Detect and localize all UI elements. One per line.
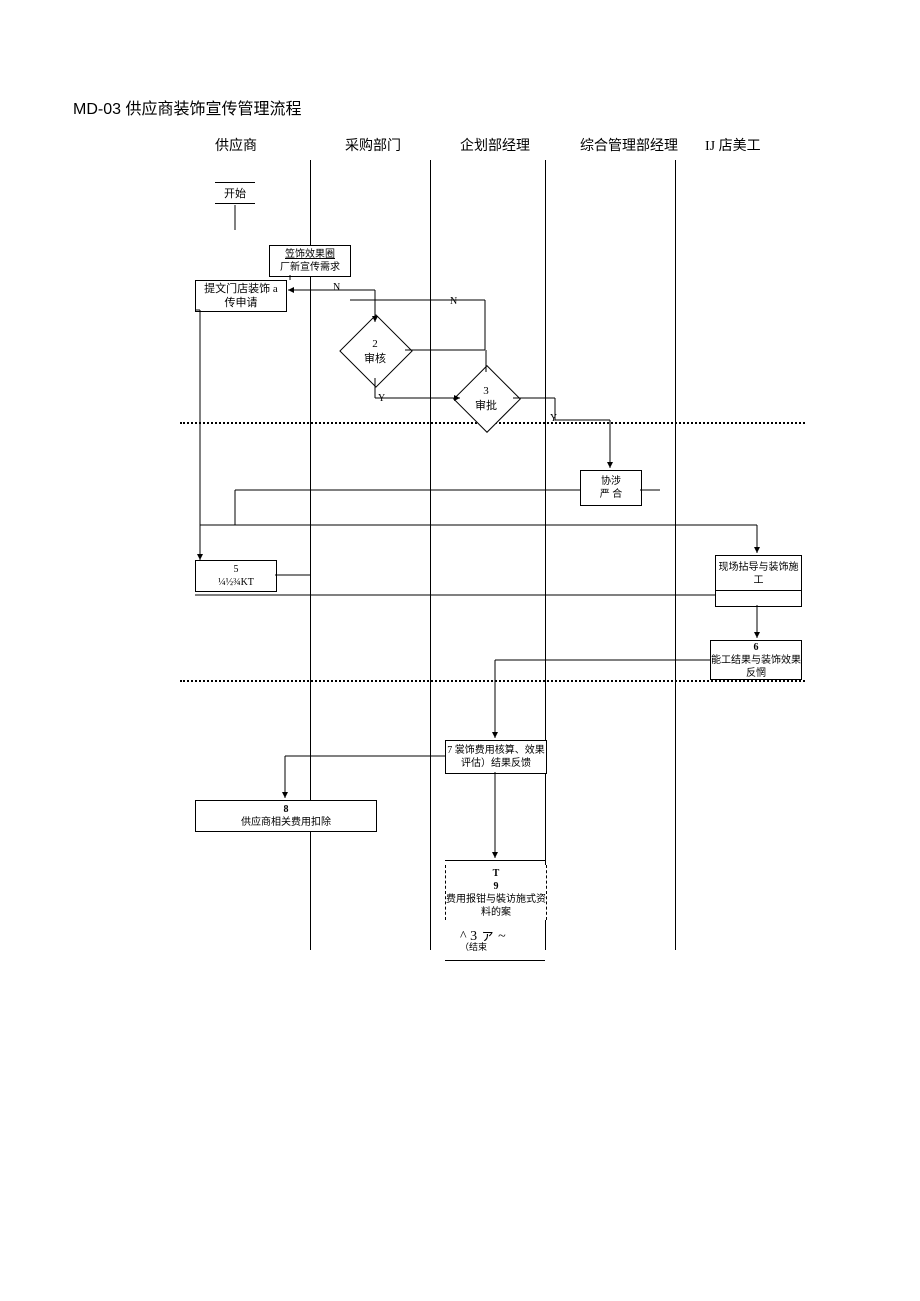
node-4-b: 严 合 [600,488,623,501]
col-header-planning: 企划部经理 [460,135,530,155]
node-5-num: 5 [234,563,239,576]
node-9-num: 9 [494,880,499,893]
node-8-num: 8 [284,803,289,816]
col-header-store-art: IJ 店美工 [705,135,761,155]
lane-line-3 [545,160,546,950]
node-4-a: 协涉 [601,475,621,488]
node-1-top-a: 笠饰效果圈 [285,248,335,261]
node-9-topline [445,860,545,861]
node-4: 协涉 严 合 [580,470,642,506]
node-1: 提文门店装饰 a 传申请 [195,280,287,312]
start-label: 开始 [224,187,246,201]
start-top-line [215,182,255,183]
node-1-top-b: 厂新宣传需求 [280,261,340,274]
lane-line-4 [675,160,676,950]
node-5r-sub [715,590,802,607]
node-5: 5 ¼½¾KT [195,560,277,592]
label-n-2: N [450,296,457,307]
dash-line-2 [180,680,805,682]
node-9-botline [445,960,545,961]
node-6-num: 6 [754,641,759,654]
col-header-purchasing: 采购部门 [345,135,401,155]
node-6-label: 能工结果与装饰效果反惘 [711,654,801,680]
node-2-diamond [339,314,413,388]
label-y-2: Y [550,413,557,424]
node-9: T 9 费用报钳与裝访施式资料的案 [445,865,547,920]
label-n-1: N [333,282,340,293]
node-9-top: T [493,867,500,880]
node-5r: 现场拈导与装饰施工 [715,555,802,592]
node-8-label: 供应商相关费用扣除 [241,816,331,829]
node-5-label: ¼½¾KT [218,576,254,589]
node-6: 6 能工结果与装饰效果反惘 [710,640,802,680]
node-1-top: 笠饰效果圈 厂新宣传需求 [269,245,351,277]
col-header-management: 综合管理部经理 [580,135,678,155]
start-node: 开始 [215,185,255,204]
node-8: 8 供应商相关费用扣除 [195,800,377,832]
node-9-label: 费用报钳与裝访施式资料的案 [446,893,546,919]
end-label: （结束 [460,940,487,953]
page-title: MD-03 供应商装饰宣传管理流程 [73,95,301,119]
label-y-1: Y [378,393,385,404]
lane-line-2 [430,160,431,950]
col-header-supplier: 供应商 [215,135,257,155]
node-7: 7 裳饰费用核算、效果评估）结果反馈 [445,740,547,774]
